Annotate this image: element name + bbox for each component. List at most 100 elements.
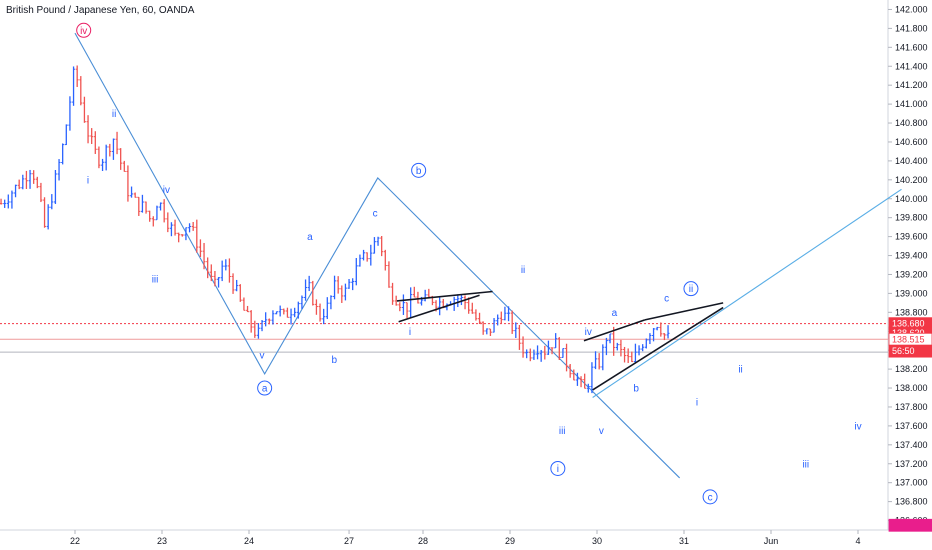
trend-line[interactable] xyxy=(644,302,724,321)
wave-label: a xyxy=(307,232,313,243)
ohlc-bar xyxy=(561,348,565,358)
ohlc-bar xyxy=(655,326,659,331)
ohlc-bar xyxy=(572,369,576,381)
x-tick-label: 30 xyxy=(592,536,602,546)
ohlc-bar xyxy=(525,349,529,359)
trend-line[interactable] xyxy=(583,319,646,342)
y-tick-label: 141.400 xyxy=(895,61,928,71)
ohlc-bar xyxy=(496,314,500,326)
ohlc-bar xyxy=(249,310,253,333)
wave-line[interactable] xyxy=(592,188,902,398)
ohlc-bar xyxy=(347,278,351,289)
ohlc-bar xyxy=(235,279,239,292)
y-tick-label: 142.000 xyxy=(895,4,928,14)
ohlc-bar xyxy=(267,318,271,325)
wave-label: iv xyxy=(80,26,87,37)
ohlc-bar xyxy=(322,308,326,325)
ohlc-bar xyxy=(169,222,173,237)
x-tick-label: 4 xyxy=(855,536,860,546)
ohlc-bar xyxy=(264,312,268,327)
ohlc-bar xyxy=(282,308,286,315)
ohlc-bar xyxy=(369,244,373,266)
ohlc-bar xyxy=(666,325,670,339)
wave-label: a xyxy=(262,384,268,395)
ohlc-bar xyxy=(64,124,68,146)
wave-label: b xyxy=(331,355,337,366)
ohlc-bar xyxy=(546,340,550,355)
y-tick-label: 138.800 xyxy=(895,307,928,317)
ohlc-bar xyxy=(191,221,195,231)
wave-label: v xyxy=(260,350,265,361)
y-tick-label: 140.800 xyxy=(895,118,928,128)
ohlc-bar xyxy=(485,328,489,335)
ohlc-bar xyxy=(358,254,362,267)
wave-label: i xyxy=(409,327,411,338)
ohlc-bar xyxy=(53,169,57,204)
ohlc-bar xyxy=(260,319,264,332)
ohlc-bar xyxy=(623,346,627,363)
ohlc-bar xyxy=(90,128,94,145)
ohlc-bar xyxy=(383,249,387,271)
ohlc-bar xyxy=(43,197,47,228)
wave-label: i xyxy=(696,398,698,409)
wave-label: ii xyxy=(738,365,742,376)
ohlc-bar xyxy=(641,344,645,352)
ohlc-bar xyxy=(61,143,65,165)
wave-label: iii xyxy=(559,426,566,437)
y-tick-label: 141.200 xyxy=(895,80,928,90)
ohlc-bar xyxy=(318,303,322,322)
ohlc-bar xyxy=(119,148,123,170)
x-tick-label: 27 xyxy=(344,536,354,546)
ohlc-bar xyxy=(438,297,442,316)
ohlc-bar xyxy=(0,198,3,205)
ohlc-bar xyxy=(104,144,108,171)
ohlc-bar xyxy=(550,347,554,355)
y-tick-label: 136.800 xyxy=(895,497,928,507)
price-tag xyxy=(888,518,932,532)
ohlc-bar xyxy=(151,216,155,227)
y-tick-label: 137.800 xyxy=(895,402,928,412)
ohlc-bar xyxy=(46,204,50,230)
wave-label-circle xyxy=(411,162,427,178)
ohlc-bar xyxy=(401,294,405,315)
wave-lines-group xyxy=(74,32,902,479)
wave-label: ii xyxy=(689,284,693,295)
ohlc-bar xyxy=(633,343,637,363)
ohlc-bar xyxy=(539,349,543,362)
ohlc-bar xyxy=(86,115,90,144)
ohlc-bar xyxy=(612,326,616,356)
ohlc-bar xyxy=(133,192,137,198)
ohlc-bar xyxy=(536,345,540,360)
ohlc-bar xyxy=(380,236,384,257)
trend-line[interactable] xyxy=(398,294,480,323)
ohlc-bar xyxy=(416,291,420,304)
ohlc-bar xyxy=(630,351,634,363)
wave-line[interactable] xyxy=(74,32,681,479)
ohlc-bar xyxy=(586,383,590,393)
trend-line[interactable] xyxy=(592,306,724,391)
ohlc-bar xyxy=(75,65,79,87)
ohlc-bar xyxy=(514,322,518,339)
ohlc-bar xyxy=(115,131,119,155)
ohlc-bar xyxy=(311,280,315,306)
ohlc-bar xyxy=(285,307,289,318)
ohlc-bar xyxy=(224,259,228,271)
ohlc-bar xyxy=(445,303,449,311)
trend-line[interactable] xyxy=(396,290,493,302)
ohlc-bar xyxy=(278,305,282,317)
ohlc-bar xyxy=(579,376,583,388)
ohlc-bar xyxy=(68,96,72,131)
ohlc-bar xyxy=(195,219,199,253)
ohlc-bar xyxy=(503,306,507,321)
price-tag xyxy=(888,344,932,358)
ohlc-bar xyxy=(166,212,170,233)
ohlc-bar xyxy=(336,276,340,294)
wave-label: a xyxy=(612,308,618,319)
ohlc-bar xyxy=(209,264,213,282)
ohlc-bar xyxy=(391,282,395,305)
ohlc-bar xyxy=(467,297,471,314)
y-tick-label: 140.000 xyxy=(895,194,928,204)
ohlc-bar xyxy=(79,76,83,106)
y-tick-label: 141.000 xyxy=(895,99,928,109)
